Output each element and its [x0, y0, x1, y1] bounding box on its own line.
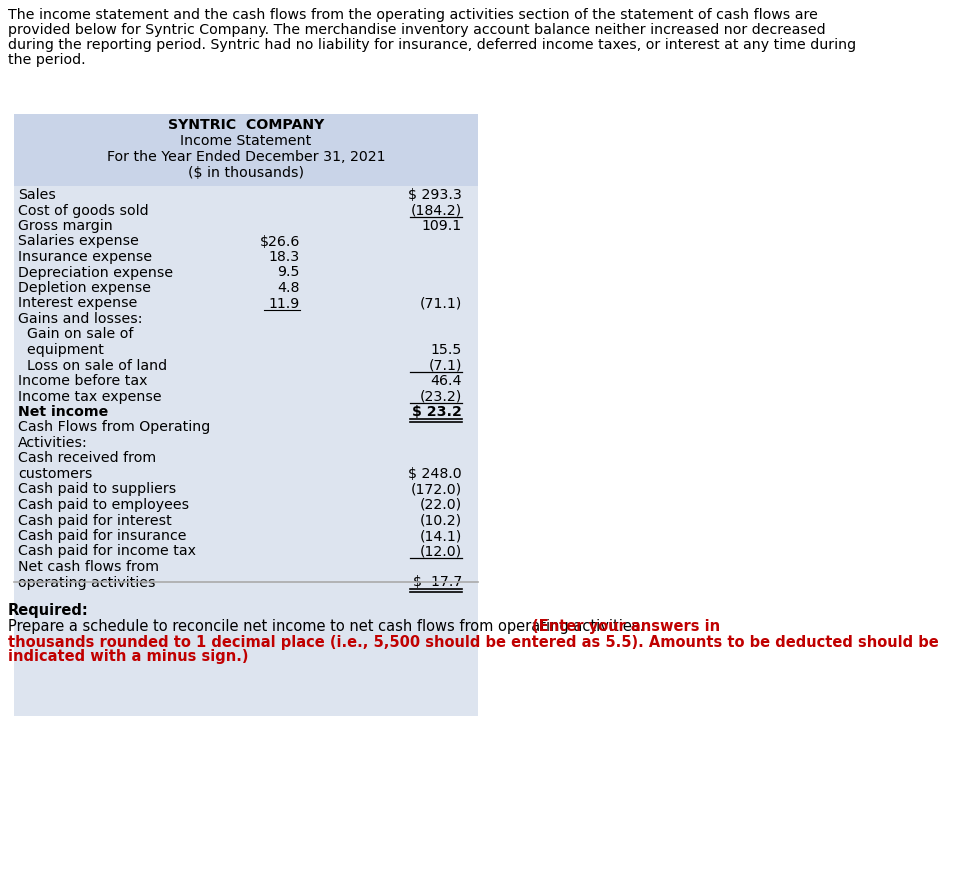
- Text: The income statement and the cash flows from the operating activities section of: The income statement and the cash flows …: [8, 8, 818, 22]
- Text: 15.5: 15.5: [430, 343, 462, 357]
- Text: customers: customers: [18, 467, 93, 481]
- Text: Gross margin: Gross margin: [18, 219, 113, 233]
- Text: 46.4: 46.4: [430, 374, 462, 388]
- Text: Cash received from: Cash received from: [18, 452, 156, 466]
- Text: equipment: equipment: [18, 343, 103, 357]
- Text: Cost of goods sold: Cost of goods sold: [18, 203, 148, 217]
- Text: Loss on sale of land: Loss on sale of land: [18, 359, 167, 372]
- Text: Prepare a schedule to reconcile net income to net cash flows from operating acti: Prepare a schedule to reconcile net inco…: [8, 620, 649, 635]
- Text: (172.0): (172.0): [411, 483, 462, 497]
- Text: Net income: Net income: [18, 405, 108, 419]
- Text: $26.6: $26.6: [260, 234, 300, 248]
- Text: SYNTRIC  COMPANY: SYNTRIC COMPANY: [168, 118, 324, 132]
- Text: Insurance expense: Insurance expense: [18, 250, 152, 264]
- Text: Cash paid to suppliers: Cash paid to suppliers: [18, 483, 177, 497]
- Text: Cash paid for interest: Cash paid for interest: [18, 514, 172, 528]
- Text: $ 23.2: $ 23.2: [412, 405, 462, 419]
- Text: Salaries expense: Salaries expense: [18, 234, 139, 248]
- Text: indicated with a minus sign.): indicated with a minus sign.): [8, 650, 249, 665]
- Text: Depletion expense: Depletion expense: [18, 281, 151, 295]
- Text: (22.0): (22.0): [420, 498, 462, 512]
- Text: provided below for Syntric Company. The merchandise inventory account balance ne: provided below for Syntric Company. The …: [8, 23, 826, 37]
- Text: (Enter your answers in: (Enter your answers in: [532, 620, 719, 635]
- Text: (71.1): (71.1): [420, 296, 462, 310]
- Text: Income tax expense: Income tax expense: [18, 390, 162, 403]
- Bar: [14, 186, 478, 716]
- Text: ($ in thousands): ($ in thousands): [188, 166, 304, 180]
- Text: $ 248.0: $ 248.0: [408, 467, 462, 481]
- Text: Net cash flows from: Net cash flows from: [18, 560, 159, 574]
- Text: Sales: Sales: [18, 188, 56, 202]
- Text: Cash paid for income tax: Cash paid for income tax: [18, 545, 196, 559]
- Text: 18.3: 18.3: [268, 250, 300, 264]
- Text: (14.1): (14.1): [420, 529, 462, 543]
- Text: 9.5: 9.5: [277, 265, 300, 279]
- Text: Activities:: Activities:: [18, 436, 88, 450]
- Text: (184.2): (184.2): [411, 203, 462, 217]
- Text: $ 293.3: $ 293.3: [408, 188, 462, 202]
- Text: Cash Flows from Operating: Cash Flows from Operating: [18, 421, 210, 435]
- Text: 11.9: 11.9: [268, 296, 300, 310]
- Text: Cash paid to employees: Cash paid to employees: [18, 498, 189, 512]
- Text: Interest expense: Interest expense: [18, 296, 138, 310]
- Text: (12.0): (12.0): [420, 545, 462, 559]
- Text: 109.1: 109.1: [422, 219, 462, 233]
- Text: the period.: the period.: [8, 53, 86, 67]
- Text: 4.8: 4.8: [277, 281, 300, 295]
- Text: Income before tax: Income before tax: [18, 374, 147, 388]
- Text: $  17.7: $ 17.7: [413, 575, 462, 590]
- Text: operating activities: operating activities: [18, 575, 155, 590]
- Text: Cash paid for insurance: Cash paid for insurance: [18, 529, 186, 543]
- Text: during the reporting period. Syntric had no liability for insurance, deferred in: during the reporting period. Syntric had…: [8, 38, 856, 52]
- Text: (7.1): (7.1): [428, 359, 462, 372]
- Text: For the Year Ended December 31, 2021: For the Year Ended December 31, 2021: [106, 150, 386, 164]
- Text: Gains and losses:: Gains and losses:: [18, 312, 142, 326]
- Text: Required:: Required:: [8, 604, 89, 619]
- Bar: [14, 114, 478, 186]
- Text: Depreciation expense: Depreciation expense: [18, 265, 173, 279]
- Text: (23.2): (23.2): [420, 390, 462, 403]
- Text: Gain on sale of: Gain on sale of: [18, 327, 134, 341]
- Text: Income Statement: Income Statement: [181, 134, 311, 148]
- Text: thousands rounded to 1 decimal place (i.e., 5,500 should be entered as 5.5). Amo: thousands rounded to 1 decimal place (i.…: [8, 635, 939, 650]
- Text: (10.2): (10.2): [420, 514, 462, 528]
